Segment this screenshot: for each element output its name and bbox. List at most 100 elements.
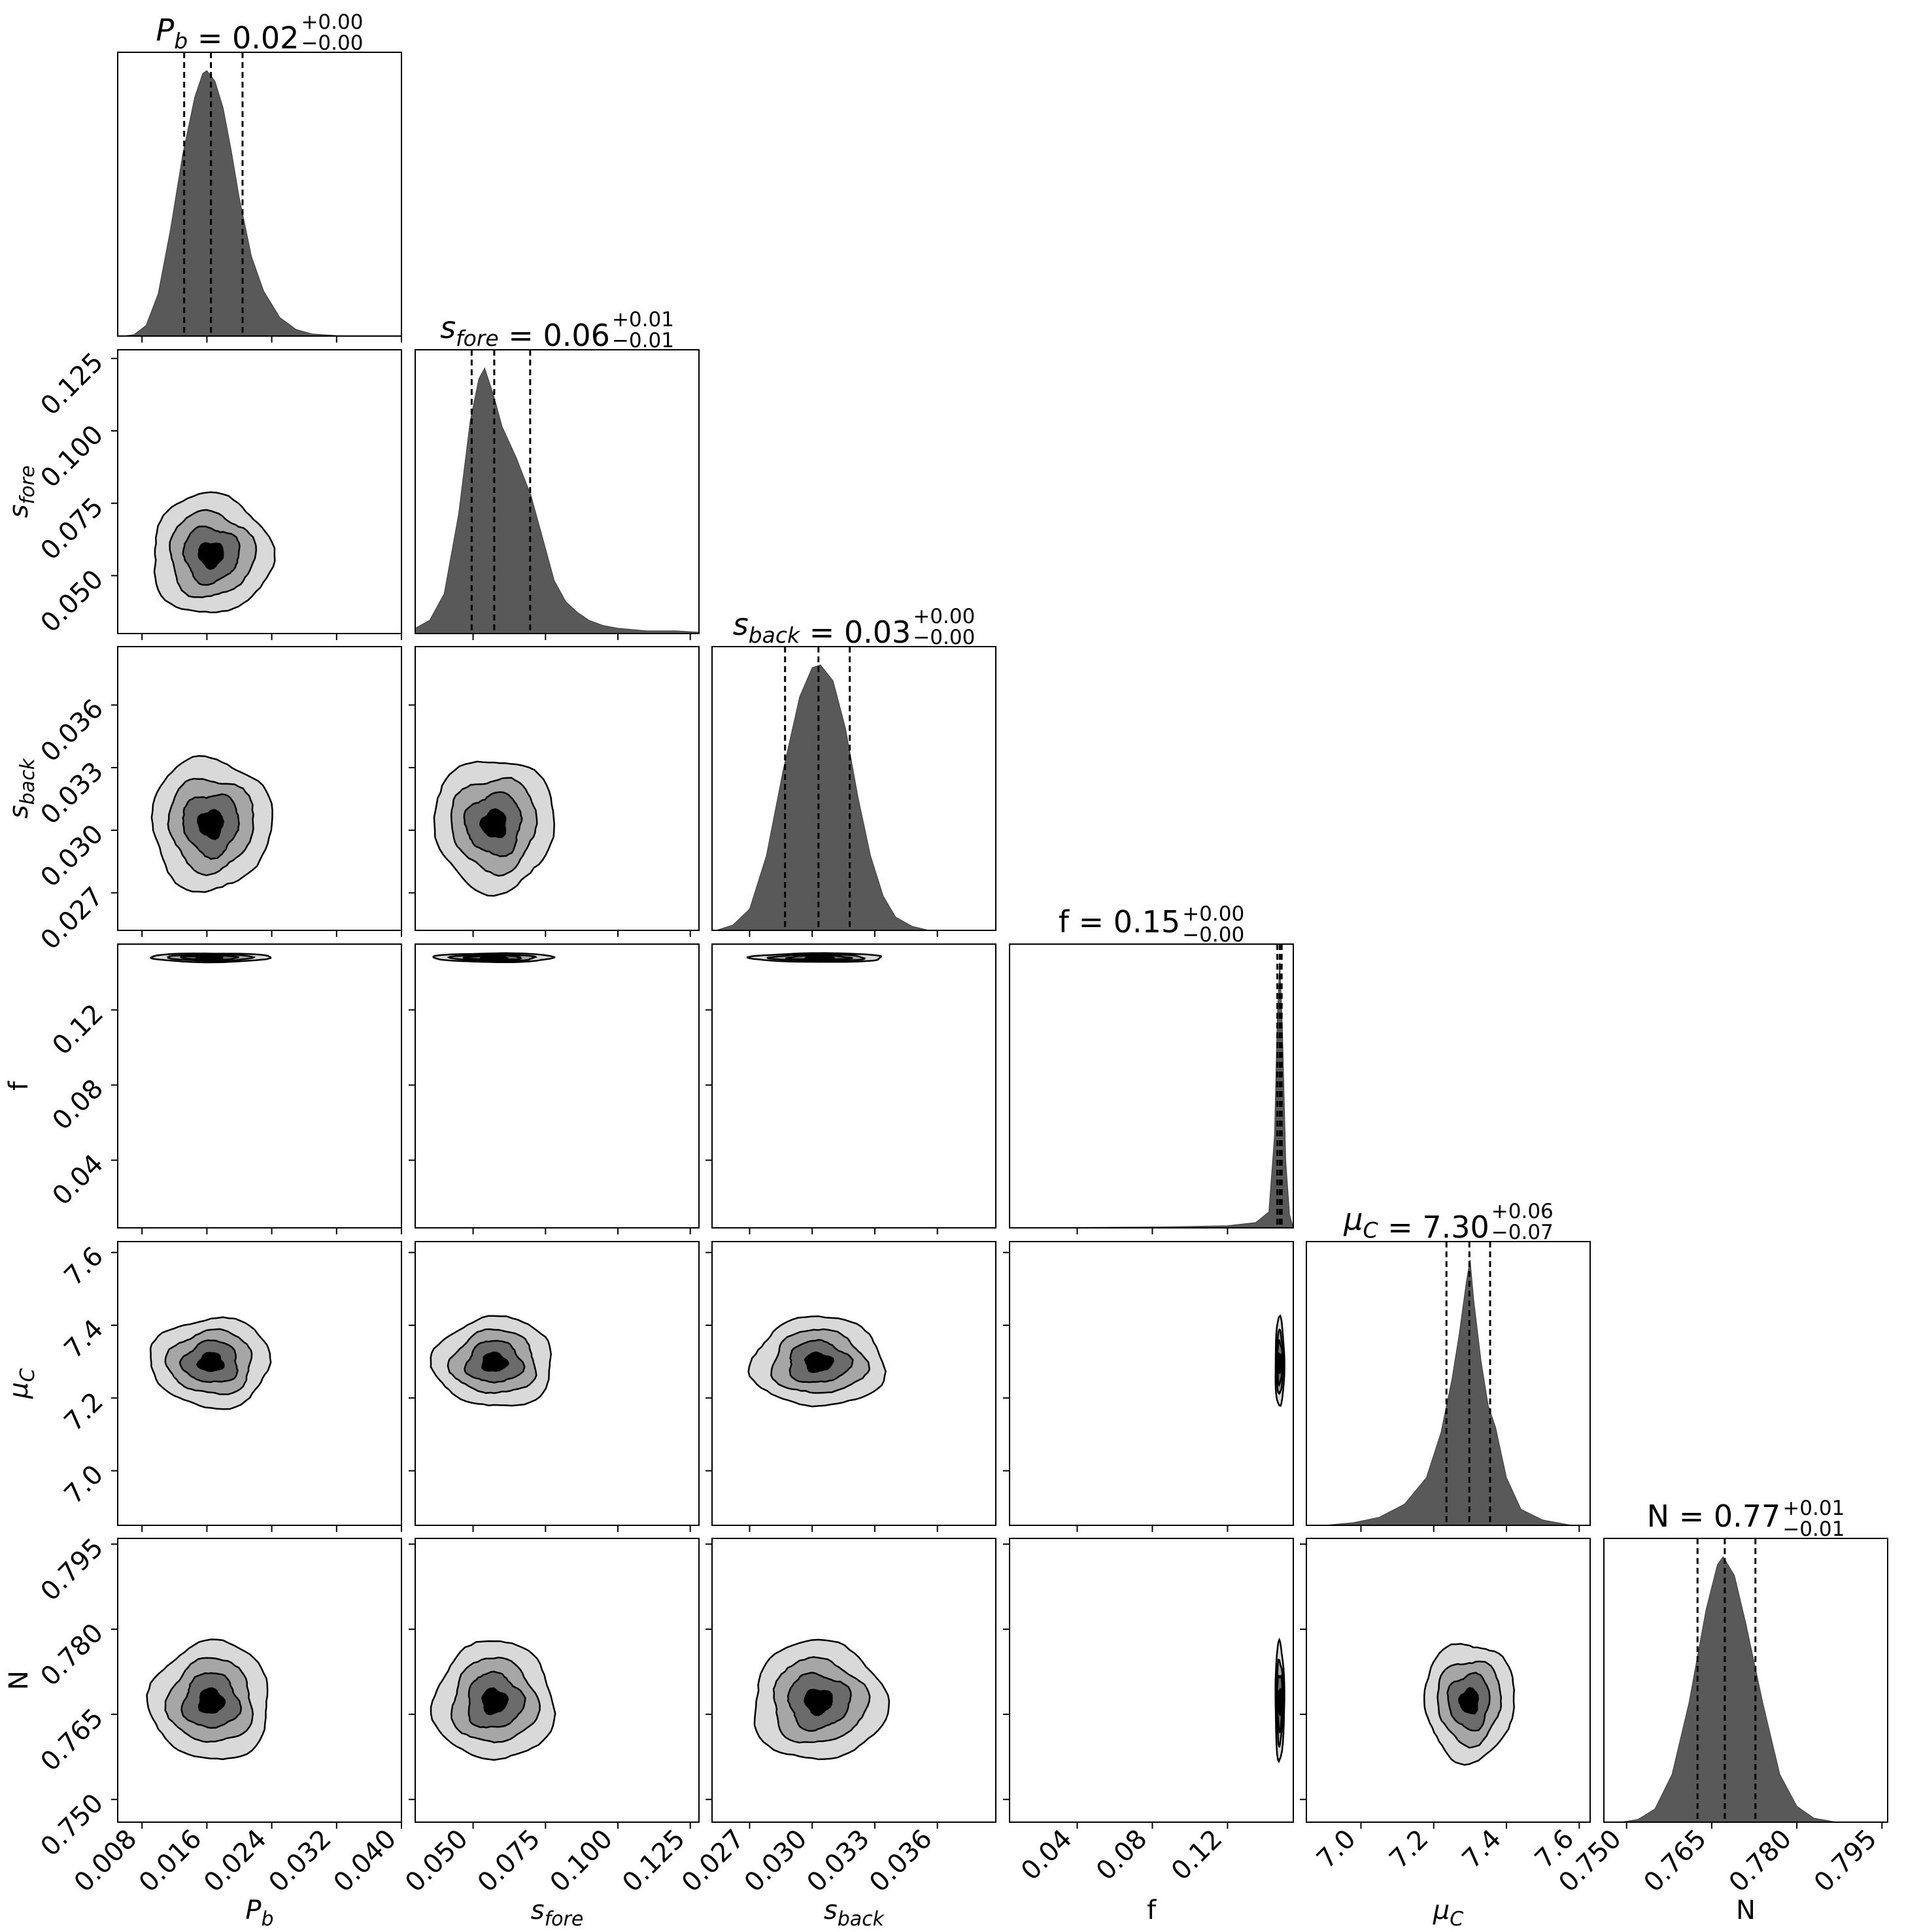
contour-N-Pb-level-4 <box>197 1687 226 1714</box>
y-tick-label-sback: 0.033 <box>35 756 110 831</box>
title-subscript: fore <box>456 326 499 351</box>
title-plus-sback: +0.00 <box>913 605 975 628</box>
panel-frame <box>1009 1241 1294 1526</box>
x-tick-label-sfore: 0.075 <box>472 1824 547 1899</box>
y-tick-label-sfore: 0.050 <box>35 564 110 639</box>
title-N: N = 0.77 +0.01−0.01 <box>1647 1497 1845 1541</box>
panel-content <box>1620 1538 1837 1822</box>
x-tick-label-N: 0.765 <box>1638 1824 1712 1899</box>
panel-content <box>753 1638 891 1761</box>
contour-sback-Pb-level-4 <box>197 809 224 840</box>
axis-label-subscript: fore <box>16 466 39 505</box>
y-tick-label-sfore: 0.125 <box>35 347 110 422</box>
x-tick-label-muC: 7.0 <box>1311 1824 1362 1875</box>
x-tick-label-sfore: 0.100 <box>545 1824 619 1899</box>
panel-frame <box>415 1538 700 1823</box>
panel-frame <box>117 52 402 337</box>
panel-content <box>432 952 556 964</box>
axis-label-symbol: N <box>4 1670 34 1690</box>
panel-frame <box>415 943 700 1229</box>
title-symbol: N <box>1647 1499 1669 1534</box>
panel-content <box>430 1640 556 1761</box>
y-tick-label-muC: 7.6 <box>59 1241 110 1292</box>
panel-frame <box>117 1538 402 1823</box>
panel-f-vs-Pb: 0.04 0.08 0.12 <box>47 943 402 1234</box>
y-tick-label-muC: 7.2 <box>59 1387 110 1438</box>
title-plus-sfore: +0.01 <box>612 308 674 331</box>
panel-frame <box>415 1241 700 1526</box>
title-Pb: Pb = 0.02 +0.00−0.00 <box>156 10 364 56</box>
x-axis-label-sback: sback <box>824 1895 885 1931</box>
contour-N-sfore-level-4 <box>481 1687 509 1716</box>
panel-content <box>122 52 362 336</box>
title-value: 7.30 <box>1422 1210 1489 1245</box>
y-axis-label-f: f <box>4 1081 34 1091</box>
panel-Pb-vs-Pb <box>117 52 402 343</box>
title-text-N: N = 0.77 <box>1647 1499 1781 1534</box>
contour-sback-sfore-level-4 <box>479 808 507 838</box>
panel-muC-vs-muC <box>1306 1241 1591 1532</box>
y-tick-label-sback: 0.030 <box>35 819 110 893</box>
x-axis-label-muC: μC <box>1433 1895 1463 1931</box>
panel-muC-vs-Pb: 7.0 7.2 7.4 7.6 <box>59 1241 402 1532</box>
title-value: 0.77 <box>1714 1499 1780 1534</box>
panel-content <box>746 952 883 963</box>
contour-f-sback-level-4 <box>804 955 836 960</box>
title-text-Pb: Pb = 0.02 <box>156 12 299 56</box>
panel-frame <box>1306 1241 1591 1526</box>
title-minus-f: −0.00 <box>1182 923 1244 947</box>
x-tick-label-N: 0.795 <box>1809 1824 1883 1899</box>
panel-N-vs-f: 0.04 0.08 0.12 <box>1003 1538 1294 1887</box>
panel-muC-vs-sfore <box>409 1241 700 1532</box>
title-equals: = <box>800 615 844 650</box>
y-tick-label-f: 0.08 <box>47 1074 110 1136</box>
y-tick-label-muC: 7.4 <box>59 1314 110 1365</box>
axis-label-symbol: f <box>1147 1895 1157 1925</box>
x-tick-label-Pb: 0.016 <box>133 1824 208 1899</box>
y-tick-label-sback: 0.027 <box>35 881 110 956</box>
panel-frame <box>1009 943 1294 1229</box>
title-subscript: b <box>174 28 188 54</box>
contour-sfore-Pb-level-4 <box>197 542 224 570</box>
panel-muC-vs-f <box>1003 1241 1294 1532</box>
panel-content <box>149 1316 272 1410</box>
title-value: 0.06 <box>543 318 610 353</box>
panel-f-vs-sfore <box>409 943 700 1234</box>
histogram-N <box>1620 1556 1837 1822</box>
title-muC: μC = 7.30 +0.06−0.07 <box>1343 1200 1554 1245</box>
title-sback: sback = 0.03 +0.00−0.00 <box>733 605 976 650</box>
panel-frame <box>1603 1538 1888 1823</box>
x-tick-label-f: 0.08 <box>1091 1824 1153 1887</box>
title-symbol: P <box>156 12 175 48</box>
contour-N-f-level-4 <box>1276 1688 1284 1716</box>
x-tick-label-f: 0.12 <box>1166 1824 1229 1887</box>
histogram-Pb <box>122 70 362 336</box>
axis-label-symbol: N <box>1736 1895 1756 1925</box>
panel-sfore-vs-sfore <box>415 349 700 640</box>
y-axis-label-N: N <box>4 1670 34 1690</box>
title-minus-Pb: −0.00 <box>301 31 363 55</box>
panel-frame <box>1009 1538 1294 1823</box>
x-tick-label-sfore: 0.125 <box>617 1824 691 1899</box>
title-value: 0.15 <box>1114 904 1180 940</box>
y-tick-label-N: 0.795 <box>35 1533 110 1607</box>
title-value: 0.02 <box>232 20 299 56</box>
panel-content <box>146 1638 269 1761</box>
title-sfore: sfore = 0.06 +0.01−0.01 <box>440 308 674 353</box>
panel-N-vs-muC: 7.0 7.2 7.4 7.6 <box>1300 1538 1591 1875</box>
x-tick-label-sfore: 0.050 <box>400 1824 474 1899</box>
panel-content <box>430 1315 552 1407</box>
panel-content <box>415 350 699 634</box>
panel-content <box>716 647 930 930</box>
title-text-sback: sback = 0.03 <box>733 607 911 650</box>
panel-content <box>153 491 276 614</box>
histogram-f <box>1039 962 1293 1228</box>
panels-layer: 0.0500.0750.1000.1250.0270.0300.0330.036… <box>35 52 1888 1898</box>
title-symbol: f <box>1059 904 1070 940</box>
title-equals: = <box>1669 1499 1714 1534</box>
y-tick-label-f: 0.04 <box>47 1149 110 1212</box>
